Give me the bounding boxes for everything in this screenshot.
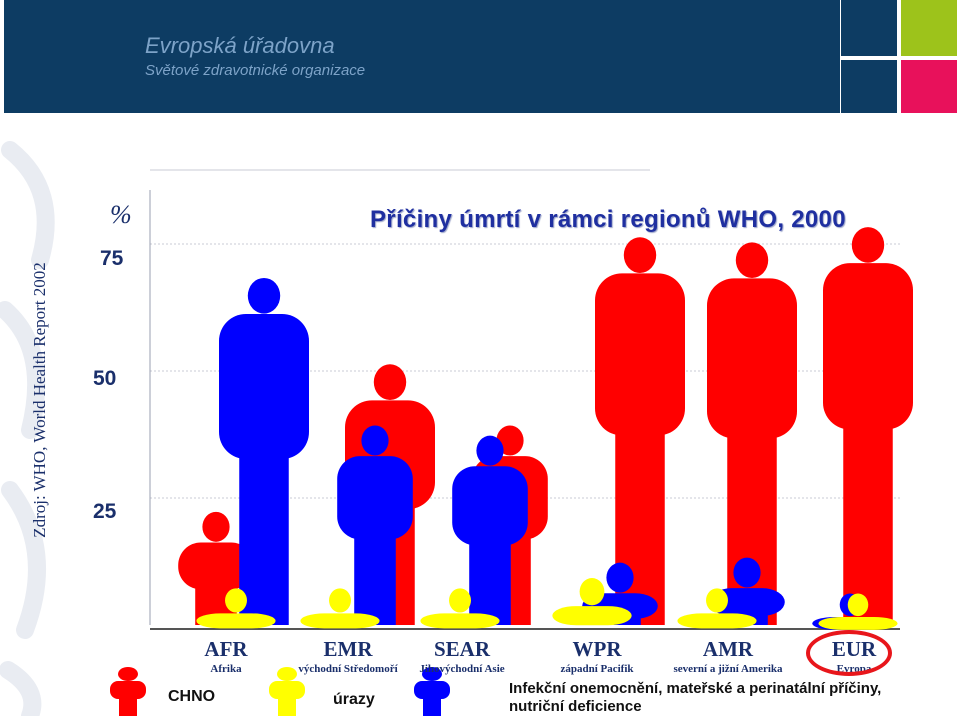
region-code-afr: AFR	[204, 637, 248, 661]
region-code-amr: AMR	[702, 637, 754, 661]
header-tile-4	[901, 60, 957, 113]
header-tile-2	[901, 0, 957, 56]
eur-highlight-ring	[806, 630, 892, 676]
legend-person-icon-2	[414, 667, 450, 716]
region-code-wpr: WPR	[572, 637, 622, 661]
chart-title: Příčiny úmrtí v rámci regionů WHO, 2000	[370, 206, 846, 233]
legend-label-infekcni-line2: nutriční deficience	[509, 698, 642, 715]
header-tile-3	[841, 60, 897, 113]
region-name-amr: severní a jižní Amerika	[673, 663, 783, 675]
legend-label-urazy: úrazy	[333, 691, 375, 708]
y-axis-unit: %	[110, 200, 132, 229]
region-name-emr: východní Středomoří	[298, 663, 398, 675]
person-eur-urazy	[818, 593, 898, 630]
person-eur-chno	[823, 227, 913, 625]
person-afr-infekcni	[219, 277, 309, 625]
legend-label-chno: CHNO	[168, 688, 216, 705]
y-tick-75: 75	[100, 247, 124, 270]
region-name-afr: Afrika	[210, 663, 242, 675]
y-tick-25: 25	[93, 500, 117, 523]
header-title: Evropská úřadovna	[145, 33, 335, 58]
region-name-sear: Jihovýchodní Asie	[419, 663, 505, 675]
person-amr-urazy	[677, 588, 757, 629]
legend-label-infekcni: Infekční onemocnění, mateřské a perinatá…	[509, 680, 882, 697]
header-banner: Evropská úřadovna Světové zdravotnické o…	[4, 0, 840, 113]
legend-person-icon-1	[269, 667, 305, 716]
region-code-emr: EMR	[323, 637, 373, 661]
legend-person-icon-0	[110, 667, 146, 716]
person-emr-urazy	[300, 588, 380, 629]
person-sear-infekcni	[452, 435, 528, 625]
who-logo-watermark-icon	[0, 141, 55, 716]
header-tile-1	[841, 0, 897, 56]
person-sear-urazy	[420, 588, 500, 629]
y-tick-50: 50	[93, 367, 117, 390]
region-name-wpr: západní Pacifik	[560, 663, 634, 675]
person-wpr-urazy	[552, 578, 632, 626]
region-code-sear: SEAR	[433, 637, 491, 661]
person-afr-urazy	[196, 588, 276, 629]
person-emr-infekcni	[337, 425, 413, 625]
person-wpr-chno	[595, 237, 685, 625]
header-subtitle: Světové zdravotnické organizace	[145, 62, 366, 79]
